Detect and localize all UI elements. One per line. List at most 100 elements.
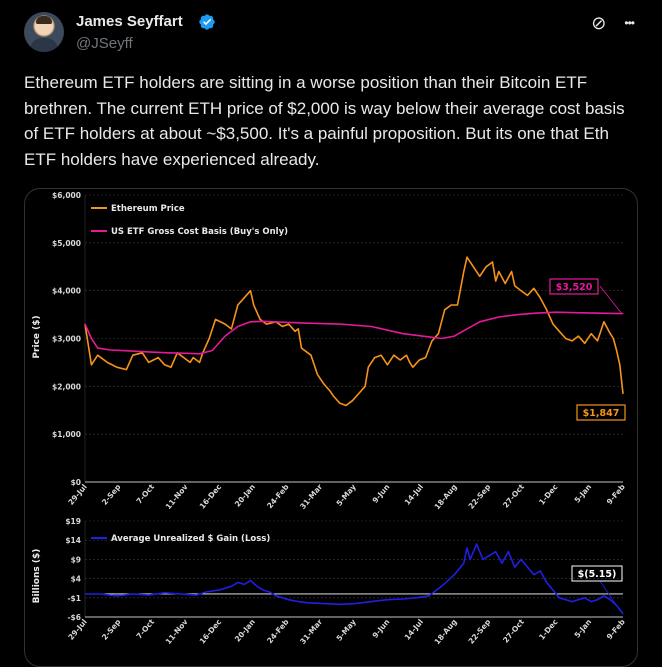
top-series-point-0 — [358, 393, 360, 394]
bottom-series-point-0 — [495, 551, 497, 553]
bottom-series-point-0 — [571, 601, 573, 603]
annot-eth-box — [576, 404, 626, 421]
legend-gain-label: Average Unrealized $ Gain (Loss) — [111, 534, 270, 544]
top-series-point-0 — [565, 338, 567, 339]
top-series-point-1 — [148, 351, 150, 353]
avatar-shirt — [30, 38, 58, 52]
top-series-point-1 — [224, 335, 226, 337]
top-series-point-0 — [266, 323, 267, 325]
bottom-series-point-0 — [371, 601, 372, 603]
top-series-point-0 — [148, 361, 150, 363]
top-series-point-0 — [584, 342, 586, 344]
top-series-point-0 — [97, 354, 99, 356]
bottom-xtick-label: 16-Dec — [198, 617, 224, 645]
more-options-icon[interactable]: ••• — [624, 16, 635, 30]
user-handle[interactable]: @JSeyff — [76, 35, 133, 52]
bottom-series-point-0 — [533, 574, 535, 576]
display-name[interactable]: James Seyffart — [76, 13, 183, 30]
bottom-series-point-0 — [453, 574, 455, 576]
top-series-point-0 — [485, 266, 487, 268]
bottom-series-point-0 — [441, 585, 442, 587]
top-series-point-0 — [367, 366, 369, 368]
bottom-xtick-label: 20-Jan — [233, 617, 257, 643]
bottom-series-point-0 — [281, 597, 283, 599]
bottom-series-point-0 — [507, 551, 509, 553]
bottom-series-point-0 — [297, 601, 299, 603]
top-series-point-1 — [453, 335, 455, 337]
avatar[interactable] — [24, 12, 64, 52]
tweet-media-chart[interactable]: $0 $1,000 $2,000 $3,000 $4,000 $5,000 $6,000 29… — [24, 188, 638, 667]
top-series-point-0 — [141, 352, 143, 354]
top-ytick-label: $4,000 — [52, 287, 81, 296]
bottom-series-point-0 — [116, 595, 118, 597]
top-series-point-1 — [498, 316, 500, 318]
top-series-point-1 — [466, 328, 468, 330]
bottom-series-point-0 — [323, 603, 325, 605]
bottom-series-point-0 — [527, 566, 528, 568]
top-xtick-label: 9-Feb — [605, 482, 627, 506]
annot-eth-label: $1,847 — [583, 408, 620, 419]
top-series-point-0 — [192, 357, 194, 359]
bottom-series-point-0 — [577, 599, 579, 601]
avatar-hair — [36, 16, 52, 24]
bottom-xtick-label: 27-Oct — [501, 617, 526, 645]
top-ytick-label: $1,000 — [52, 430, 81, 439]
bottom-series-point-0 — [355, 603, 357, 605]
top-series-point-0 — [199, 361, 201, 363]
bottom-series-point-0 — [288, 599, 290, 601]
bottom-series-point-0 — [488, 555, 490, 557]
bottom-xtick-label: 14-Jul — [403, 617, 425, 641]
bottom-xtick-label: 24-Feb — [265, 617, 291, 645]
bottom-ytick-label: $4 — [71, 575, 81, 584]
top-xtick-label: 11-Nov — [164, 482, 190, 511]
annot-basis-leader — [599, 285, 623, 315]
bottom-xtick-label: 1-Dec — [537, 617, 559, 641]
grok-icon[interactable]: ⊘ — [591, 13, 607, 33]
top-series-point-0 — [539, 297, 541, 299]
bottom-series-point-0 — [584, 597, 586, 599]
top-series-point-1 — [307, 322, 309, 324]
top-series-point-1 — [97, 347, 99, 349]
top-series-point-0 — [546, 309, 548, 311]
bottom-series-point-0 — [603, 595, 605, 597]
chart-svg: $0$1,000$2,000$3,000$4,000$5,000$6,00029… — [32, 191, 627, 646]
bottom-xtick-label: 7-Oct — [135, 617, 157, 641]
top-xtick-label: 31-Mar — [298, 482, 324, 511]
top-series-point-1 — [612, 312, 614, 314]
top-series-point-0 — [597, 340, 598, 342]
bottom-series-point-0 — [415, 597, 417, 599]
top-series-point-0 — [301, 347, 302, 349]
bottom-xtick-label: 5-May — [335, 617, 358, 642]
top-series-point-0 — [351, 400, 353, 402]
top-series-point-0 — [170, 366, 172, 368]
top-series-point-0 — [616, 350, 618, 351]
top-series-point-0 — [444, 309, 446, 311]
top-series-point-0 — [437, 333, 439, 335]
bottom-series-point-0 — [256, 585, 258, 587]
bottom-series-point-0 — [84, 593, 86, 595]
top-series-point-0 — [472, 266, 474, 268]
top-series-point-1 — [84, 323, 86, 325]
top-series-point-0 — [498, 271, 500, 272]
top-series-point-1 — [421, 335, 423, 337]
top-series-point-0 — [479, 275, 481, 277]
bottom-series-point-0 — [609, 599, 611, 601]
top-series-point-0 — [514, 285, 516, 287]
bottom-series-point-0 — [148, 594, 150, 596]
legend-basis-label: US ETF Gross Cost Basis (Buy's Only) — [111, 227, 288, 237]
top-series-point-0 — [504, 283, 506, 284]
annot-basis-label: $3,520 — [556, 282, 593, 293]
bottom-chart-ylabel: Billions ($) — [32, 549, 42, 604]
bottom-series-point-0 — [386, 599, 388, 601]
top-xtick-label: 22-Sep — [467, 482, 493, 511]
top-chart-ylabel: Price ($) — [32, 315, 42, 358]
top-series-point-0 — [558, 330, 560, 332]
top-series-point-1 — [237, 326, 239, 327]
bottom-series-point-0 — [402, 598, 404, 600]
top-series-point-0 — [364, 385, 366, 387]
top-series-point-1 — [339, 323, 341, 325]
top-series-point-0 — [409, 361, 411, 363]
top-series-point-0 — [164, 364, 166, 366]
bottom-series-point-0 — [558, 597, 560, 599]
bottom-series-point-0 — [428, 595, 430, 597]
